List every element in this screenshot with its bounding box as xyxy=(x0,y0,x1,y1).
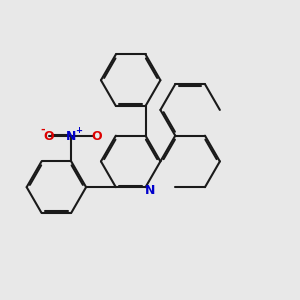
Text: O: O xyxy=(91,130,102,142)
Text: O: O xyxy=(44,130,54,142)
Text: N: N xyxy=(145,184,155,196)
Text: N: N xyxy=(66,130,76,142)
Text: -: - xyxy=(41,125,45,135)
Text: +: + xyxy=(75,126,82,135)
